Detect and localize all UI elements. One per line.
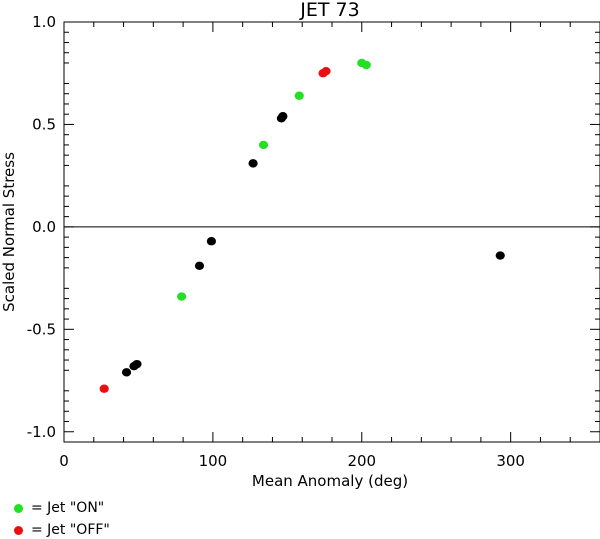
legend-marker-red	[14, 525, 23, 535]
legend-marker-green	[14, 503, 23, 513]
x-tick-label: 100	[199, 452, 228, 470]
y-tick-label: -0.5	[27, 320, 56, 338]
data-point	[132, 359, 142, 369]
data-point	[248, 159, 258, 168]
data-point	[99, 384, 109, 393]
data-point	[194, 261, 205, 271]
x-tick-label: 0	[59, 452, 69, 470]
data-point	[321, 66, 331, 76]
y-axis-label: Scaled Normal Stress	[0, 152, 18, 312]
y-axis-ticks: -1.0 -0.5 0.0 0.5 1.0	[27, 13, 600, 441]
legend-label-jet-off: = Jet "OFF"	[31, 522, 110, 538]
y-tick-label: 1.0	[32, 13, 56, 31]
chart-title: JET 73	[299, 0, 359, 21]
y-tick-label: 0.0	[32, 218, 56, 236]
legend-item-jet-on: = Jet "ON"	[14, 500, 104, 516]
data-point	[495, 251, 505, 260]
y-tick-label: -1.0	[27, 423, 56, 441]
legend-item-jet-off: = Jet "OFF"	[14, 522, 110, 538]
data-point	[294, 91, 304, 100]
data-point	[206, 237, 216, 246]
x-tick-label: 300	[496, 452, 525, 470]
data-points	[99, 58, 505, 393]
legend-label-jet-on: = Jet "ON"	[31, 500, 105, 516]
x-tick-label: 200	[347, 452, 376, 470]
y-tick-label: 0.5	[32, 115, 56, 133]
x-axis-label: Mean Anomaly (deg)	[252, 472, 408, 490]
data-point	[121, 368, 132, 377]
plot-frame	[63, 21, 600, 443]
data-point	[361, 60, 371, 70]
data-point	[177, 292, 187, 301]
data-point	[258, 140, 269, 150]
data-point	[278, 112, 288, 121]
x-axis-ticks: 0 100 200 300	[59, 22, 571, 470]
